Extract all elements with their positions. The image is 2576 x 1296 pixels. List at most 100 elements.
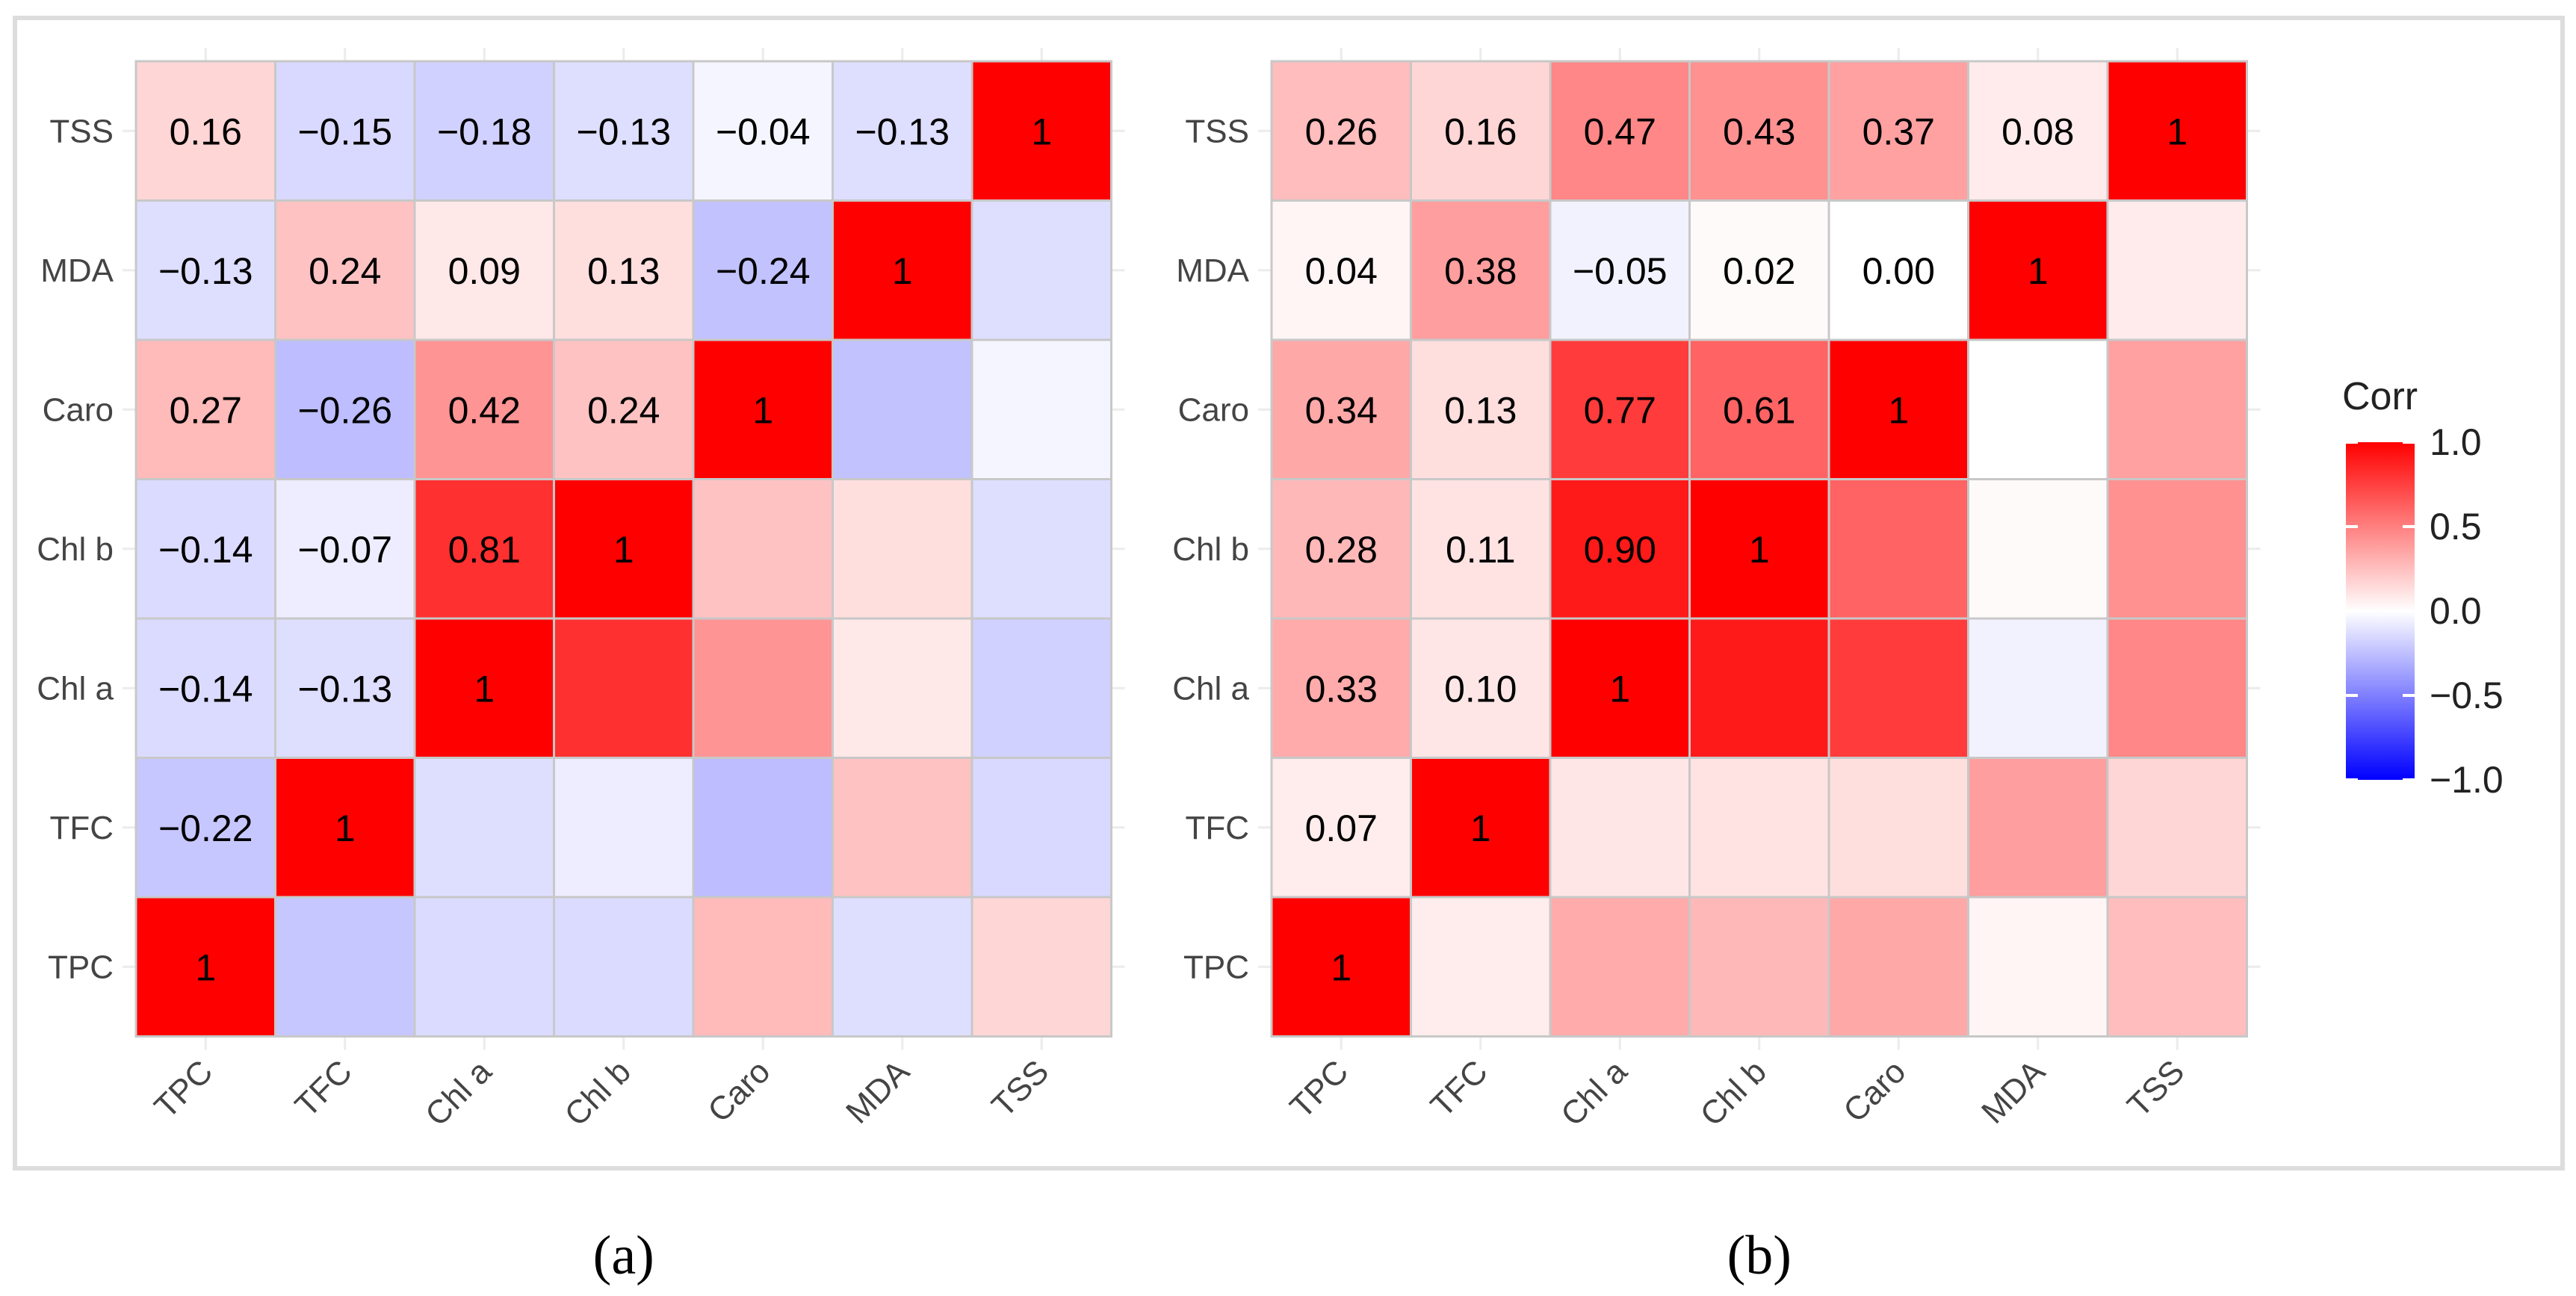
legend-ticks: 1.0 0.5 0.0 −0.5 −1.0 xyxy=(2346,421,2504,801)
heatmap-cell xyxy=(1967,478,2109,620)
heatmap-cell xyxy=(692,60,834,202)
heatmap-cell xyxy=(413,478,555,620)
heatmap-cell xyxy=(1410,896,1552,1038)
cell-value-label: 0.77 xyxy=(1584,389,1656,431)
heatmap-cell xyxy=(970,478,1112,620)
cell-value-label: 0.08 xyxy=(2001,111,2074,152)
y-tick-label: TSS xyxy=(1185,113,1249,149)
cell-value-label: 1 xyxy=(1331,946,1352,988)
heatmap-cell xyxy=(1967,896,2109,1038)
heatmap-cell xyxy=(1827,757,1969,899)
heatmap-cell xyxy=(970,617,1112,759)
panel-label: (a) xyxy=(593,1225,654,1286)
heatmap-cell xyxy=(1827,478,1969,620)
y-tick-label: TPC xyxy=(1183,949,1249,985)
cell-value-label: 0.13 xyxy=(1444,389,1517,431)
cell-value-label: 0.07 xyxy=(1305,807,1378,849)
heatmap-cell xyxy=(1549,617,1691,759)
cell-value-label: −0.26 xyxy=(297,389,392,431)
cell-value-label: −0.14 xyxy=(158,668,253,710)
cell-value-label: 0.00 xyxy=(1863,250,1935,292)
heatmap-cell xyxy=(1270,60,1412,202)
y-tick-label: TSS xyxy=(49,113,114,149)
heatmap-cell xyxy=(832,338,973,480)
y-tick-label: MDA xyxy=(1176,252,1249,289)
heatmap-cell xyxy=(970,757,1112,899)
heatmap-cell xyxy=(413,199,555,341)
heatmap-panel: 0.16 −0.15 −0.18 −0.13 −0.04 −0.13 1 −0.13 0.24 0… xyxy=(37,48,1125,1286)
color-legend: Corr 1.0 0.5 0.0 −0.5 −1.0 xyxy=(2342,375,2504,801)
heatmap-cell xyxy=(274,478,416,620)
y-tick-label: TFC xyxy=(49,810,114,846)
heatmap-cell xyxy=(970,896,1112,1038)
heatmap-cell xyxy=(1549,757,1691,899)
heatmap-cell xyxy=(2106,896,2248,1038)
y-tick-label: Caro xyxy=(43,391,114,428)
cell-value-label: 1 xyxy=(613,529,634,571)
cell-value-label: −0.07 xyxy=(297,529,392,571)
heatmap-cell xyxy=(832,617,973,759)
heatmap-cell xyxy=(1410,199,1552,341)
cell-value-label: 1 xyxy=(1888,389,1909,431)
cell-value-label: 1 xyxy=(335,807,356,849)
heatmap-cell xyxy=(553,478,695,620)
heatmap-cell xyxy=(274,617,416,759)
cell-value-label: 0.33 xyxy=(1305,668,1378,710)
panel-label: (b) xyxy=(1727,1225,1792,1286)
cell-value-label: 1 xyxy=(474,668,495,710)
heatmap-cell xyxy=(2106,757,2248,899)
cell-value-label: 0.24 xyxy=(587,389,660,431)
heatmap-cell xyxy=(413,757,555,899)
legend-tick-label: 1.0 xyxy=(2430,421,2482,463)
cell-value-label: 1 xyxy=(1470,807,1491,849)
cell-value-label: 0.02 xyxy=(1723,250,1795,292)
heatmap-cell xyxy=(1967,757,2109,899)
heatmap-cell xyxy=(553,199,695,341)
heatmap-cell xyxy=(1270,478,1412,620)
heatmap-cell xyxy=(832,757,973,899)
heatmap-cell xyxy=(1270,338,1412,480)
y-tick-label: Chl b xyxy=(1172,531,1249,568)
y-tick-label: Chl b xyxy=(37,531,114,568)
heatmap-cell xyxy=(2106,338,2248,480)
cell-value-label: 0.37 xyxy=(1863,111,1935,152)
cell-value-label: 0.43 xyxy=(1723,111,1795,152)
cell-value-label: −0.13 xyxy=(576,111,671,152)
heatmap-cell xyxy=(692,478,834,620)
cell-value-label: 0.04 xyxy=(1305,250,1378,292)
heatmap-cell xyxy=(413,896,555,1038)
cell-value-label: 0.47 xyxy=(1584,111,1656,152)
heatmap-cell xyxy=(413,617,555,759)
cell-value-label: 0.81 xyxy=(448,529,521,571)
heatmap-cell xyxy=(1270,199,1412,341)
heatmap-cell xyxy=(1270,896,1412,1038)
y-tick-label: Chl a xyxy=(1172,670,1249,707)
heatmap-cell xyxy=(1410,478,1552,620)
cell-value-label: 1 xyxy=(1749,529,1770,571)
cell-value-label: −0.05 xyxy=(1573,250,1668,292)
heatmap-cell xyxy=(2106,617,2248,759)
heatmap-cell xyxy=(970,338,1112,480)
cell-value-label: 1 xyxy=(752,389,773,431)
heatmap-cell xyxy=(1549,60,1691,202)
cell-value-label: 0.61 xyxy=(1723,389,1795,431)
heatmap-cell xyxy=(134,338,276,480)
heatmap-cell xyxy=(832,896,973,1038)
heatmap-cell xyxy=(134,478,276,620)
cell-value-label: 0.10 xyxy=(1444,668,1517,710)
cell-value-label: 1 xyxy=(195,946,216,988)
cell-value-label: −0.15 xyxy=(297,111,392,152)
heatmap-cell xyxy=(274,896,416,1038)
heatmap-cell xyxy=(553,757,695,899)
heatmap-cell xyxy=(553,617,695,759)
cell-value-label: 1 xyxy=(1609,668,1630,710)
heatmap-cell xyxy=(1827,896,1969,1038)
cell-value-label: 1 xyxy=(2167,111,2188,152)
heatmap-panels: 0.16 −0.15 −0.18 −0.13 −0.04 −0.13 1 −0.13 0.24 0… xyxy=(37,48,2261,1286)
heatmap-cell xyxy=(1549,896,1691,1038)
heatmap-cell xyxy=(1410,617,1552,759)
heatmap-cell xyxy=(134,617,276,759)
cell-value-label: 0.13 xyxy=(587,250,660,292)
y-tick-label: MDA xyxy=(40,252,114,289)
